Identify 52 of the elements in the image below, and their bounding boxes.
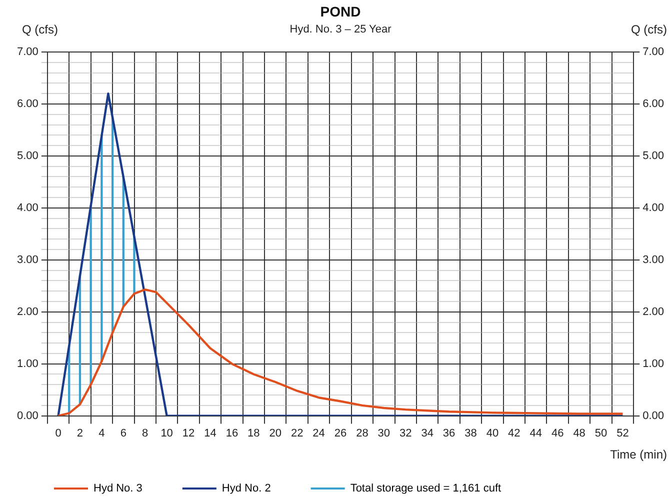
x-tick-label: 2	[76, 427, 84, 440]
y2-tick-label: 4.00	[642, 202, 664, 214]
chart-subtitle: Hyd. No. 3 – 25 Year	[290, 23, 392, 36]
legend-label: Hyd No. 3	[94, 482, 142, 495]
x-tick-label: 14	[204, 427, 216, 440]
x-tick-label: 32	[400, 427, 412, 440]
y2-tick-label: 5.00	[642, 150, 664, 162]
x-tick-label: 34	[421, 427, 434, 440]
x-tick-label: 22	[290, 427, 304, 440]
y-tick-label: 4.00	[16, 202, 38, 214]
x-tick-label: 26	[334, 427, 347, 440]
x-tick-label: 30	[378, 427, 390, 440]
y2-tick-label: 0.00	[642, 410, 664, 422]
legend-label: Hyd No. 2	[222, 482, 271, 495]
y-tick-label: 3.00	[16, 254, 38, 266]
x-tick-label: 38	[464, 427, 477, 440]
x-tick-label: 0	[55, 427, 62, 440]
x-tick-label: 42	[508, 427, 520, 440]
chart-title: POND	[320, 3, 361, 20]
x-tick-label: 6	[120, 427, 126, 440]
x-tick-label: 24	[312, 427, 325, 440]
y-tick-label: 2.00	[16, 306, 38, 318]
legend-label: Total storage used = 1,161 cuft	[350, 482, 502, 495]
x-tick-label: 8	[142, 427, 148, 440]
y2-tick-label: 1.00	[642, 358, 664, 370]
x-tick-label: 4	[98, 427, 105, 440]
y-axis-title: Q (cfs)	[22, 22, 58, 36]
bar	[100, 135, 103, 362]
x-tick-label: 18	[248, 427, 260, 440]
y-tick-label: 6.00	[16, 98, 38, 110]
y2-tick-label: 7.00	[642, 46, 664, 58]
x-tick-label: 40	[486, 427, 499, 440]
x-tick-label: 16	[226, 427, 238, 440]
x-tick-label: 52	[616, 427, 629, 440]
x-tick-label: 48	[573, 427, 586, 440]
y2-tick-label: 3.00	[642, 254, 664, 266]
x-axis-title: Time (min)	[610, 447, 667, 462]
y2-tick-label: 2.00	[642, 306, 664, 318]
x-tick-label: 12	[182, 427, 195, 440]
x-tick-label: 20	[269, 427, 282, 440]
x-tick-label: 46	[551, 427, 564, 440]
y-tick-label: 5.00	[16, 150, 38, 162]
x-tick-label: 10	[160, 427, 173, 440]
x-tick-label: 36	[442, 427, 456, 440]
x-tick-label: 28	[356, 427, 368, 440]
y-tick-label: 1.00	[16, 358, 38, 370]
x-tick-label: 44	[530, 427, 542, 440]
y2-axis-title: Q (cfs)	[631, 22, 667, 36]
y-tick-label: 0.00	[16, 410, 38, 422]
y2-tick-label: 6.00	[642, 98, 664, 110]
y-tick-label: 7.00	[16, 46, 38, 58]
x-tick-label: 50	[594, 427, 608, 440]
